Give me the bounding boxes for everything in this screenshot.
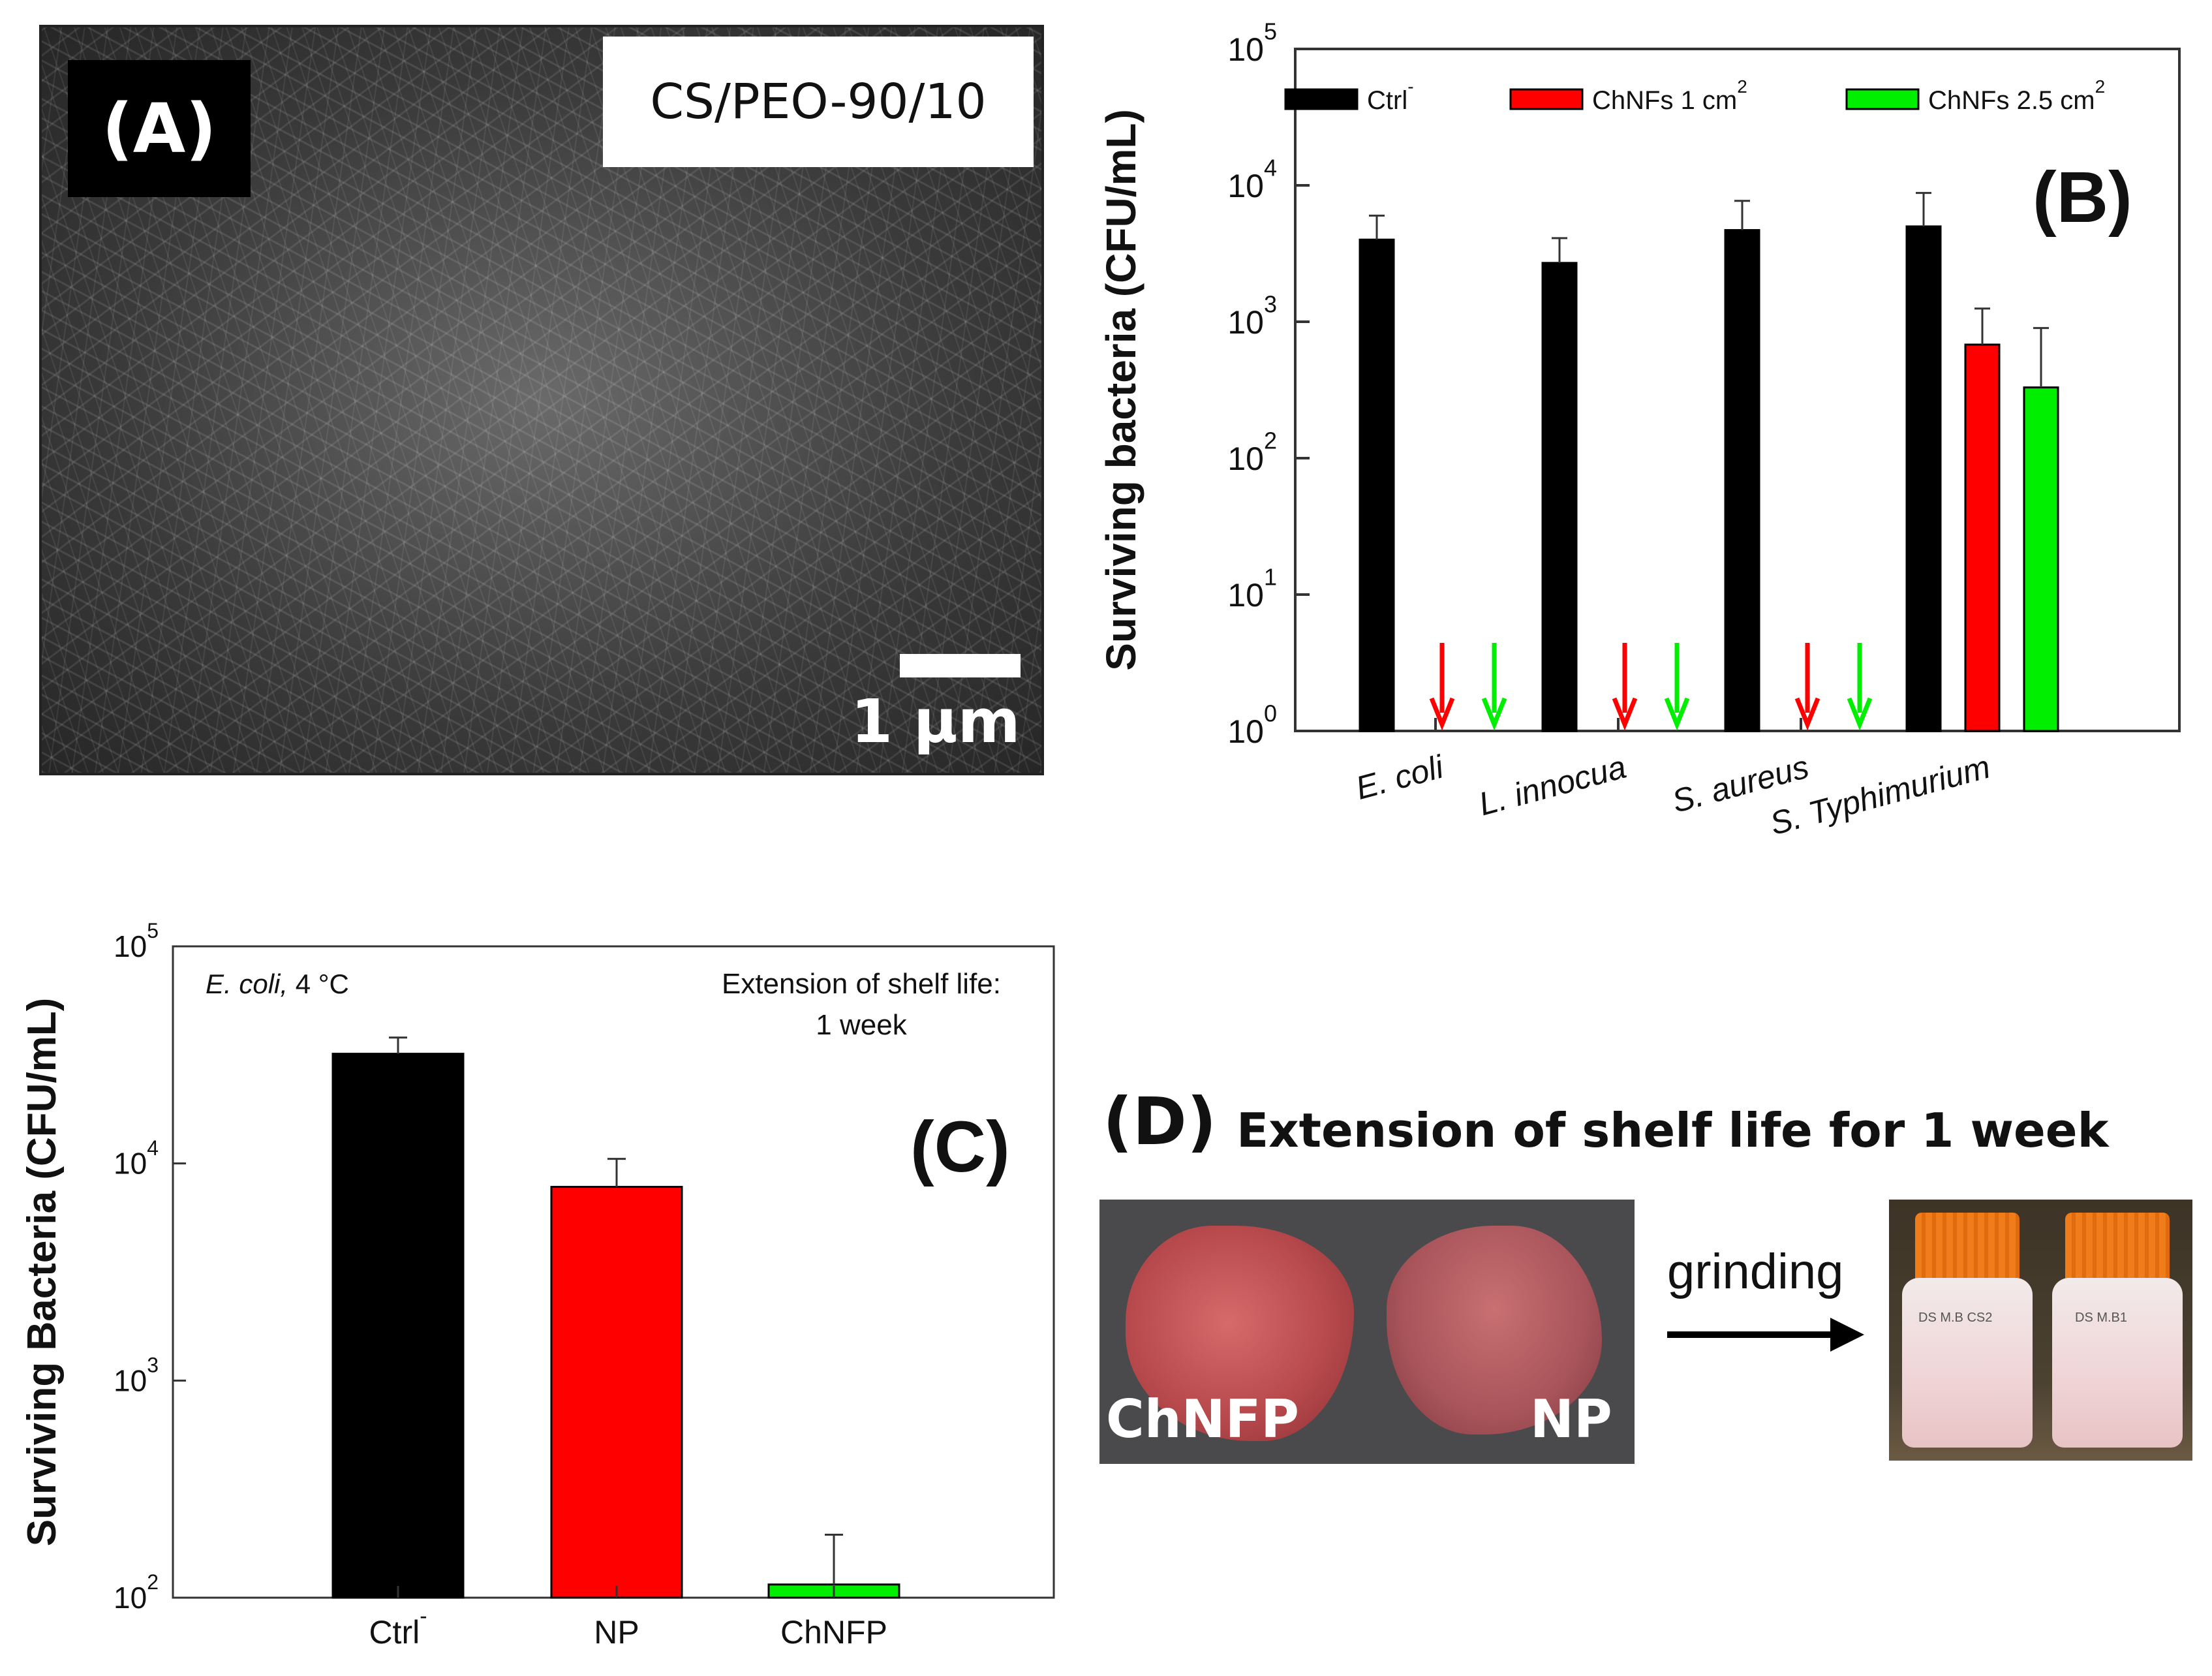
bottle-label-left: DS M.B CS2 (1918, 1311, 1993, 1325)
bar (550, 1186, 683, 1599)
meat-label-np: NP (1530, 1389, 1612, 1450)
bottle-right (2052, 1278, 2183, 1448)
bar (1964, 343, 2001, 732)
chart-annotation: E. coli, 4 °C (206, 969, 349, 999)
y-tick-label: 102 (114, 1570, 159, 1615)
meat-sample-np (1387, 1226, 1602, 1435)
y-tick-label: 105 (114, 919, 159, 963)
panel-b-label: (B) (2033, 157, 2132, 238)
bottle-left (1902, 1278, 2033, 1448)
x-tick-label: NP (594, 1614, 639, 1651)
y-tick-label: 103 (1227, 291, 1277, 341)
y-axis-label: Surviving Bacteria (CFU/mL) (20, 998, 65, 1547)
sem-micrograph: (A) CS/PEO-90/10 1 µm (39, 25, 1044, 775)
y-tick-label: 101 (1227, 564, 1277, 613)
process-arrow (1667, 1331, 1837, 1338)
below-detection-arrow (1794, 643, 1820, 731)
legend-label: Ctrl- (1367, 76, 1414, 115)
y-tick-label: 104 (1227, 155, 1277, 204)
y-axis-label: Surviving bacteria (CFU/mL) (1098, 109, 1144, 671)
bottle-photo: DS M.B CS2 DS M.B1 (1889, 1200, 2192, 1461)
x-tick-label: E. coli (1352, 748, 1449, 807)
panel-d-label: (D) (1103, 1083, 1217, 1160)
grinding-label: grinding (1667, 1244, 1844, 1299)
scale-bar-label: 1 µm (851, 687, 1021, 756)
meat-photo: ChNFP NP (1099, 1200, 1635, 1464)
meat-sample-chnfp (1126, 1226, 1354, 1441)
arrow-head-icon (1830, 1318, 1864, 1352)
legend-label: ChNFs 1 cm2 (1592, 76, 1747, 115)
y-tick-label: 102 (1227, 427, 1277, 477)
sem-sample-label: CS/PEO-90/10 (603, 37, 1034, 167)
bar (1359, 238, 1395, 732)
below-detection-arrow (1429, 643, 1455, 731)
y-tick-label: 100 (1227, 700, 1277, 750)
chart-c: 102 103 104 105 Surviving Bacteria (CFU/mL) C… (20, 919, 1055, 1651)
y-tick-label: 103 (114, 1354, 159, 1398)
x-tick-label: ChNFP (780, 1614, 887, 1651)
below-detection-arrow (1664, 643, 1690, 731)
x-tick-label: Ctrl- (369, 1604, 427, 1651)
bottle-cap-icon (1915, 1213, 2020, 1284)
meat-label-chnfp: ChNFP (1106, 1389, 1299, 1450)
bottle-label-right: DS M.B1 (2075, 1311, 2128, 1325)
below-detection-arrow (1847, 643, 1873, 731)
legend-swatch (1509, 88, 1584, 110)
below-detection-arrow (1612, 643, 1638, 731)
bar (1541, 262, 1578, 732)
bar (1724, 229, 1760, 732)
bar (331, 1053, 465, 1599)
y-tick-label: 105 (1227, 18, 1277, 68)
legend-swatch (1845, 88, 1920, 110)
panel-c-label: (C) (910, 1107, 1010, 1187)
panel-a-label: (A) (68, 60, 251, 197)
bar (1905, 225, 1942, 732)
legend-swatch (1284, 88, 1359, 110)
shelf-life-note: Extension of shelf life: (722, 968, 1001, 1000)
y-tick-label: 104 (114, 1136, 159, 1181)
shelf-life-note-duration: 1 week (816, 1009, 907, 1041)
panel-d-title: Extension of shelf life for 1 week (1237, 1103, 2109, 1158)
scale-bar (900, 654, 1021, 677)
bottle-cap-icon (2065, 1213, 2170, 1284)
legend-label: ChNFs 2.5 cm2 (1928, 76, 2105, 115)
chart-b: 100 101 102 103 104 105 Surviving bacteria (CF… (1098, 18, 2181, 842)
x-tick-label: L. innocua (1475, 749, 1629, 823)
below-detection-arrow (1481, 643, 1507, 731)
bar (2023, 386, 2059, 732)
